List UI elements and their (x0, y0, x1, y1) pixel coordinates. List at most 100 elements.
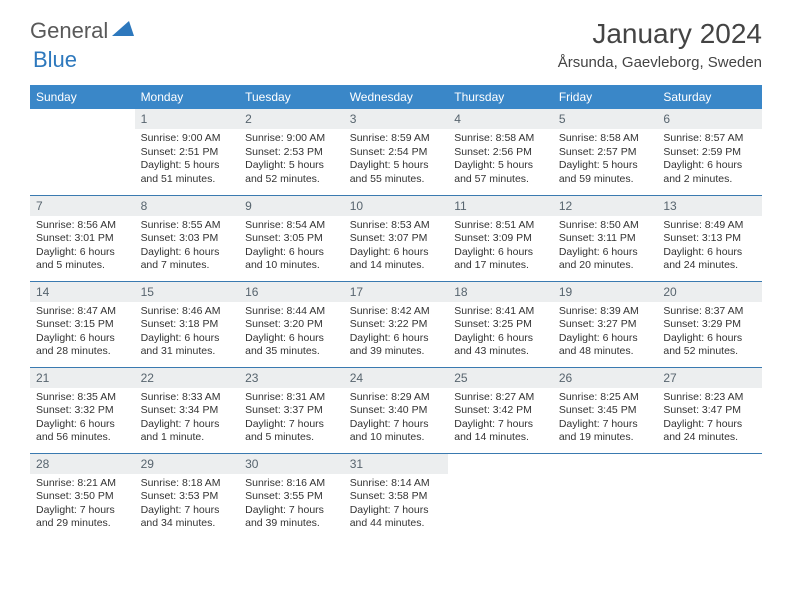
day-content: Sunrise: 8:53 AMSunset: 3:07 PMDaylight:… (344, 216, 449, 278)
daylight-text: Daylight: 6 hours (663, 332, 756, 346)
day-header: Wednesday (344, 85, 449, 109)
calendar-week-row: 21Sunrise: 8:35 AMSunset: 3:32 PMDayligh… (30, 367, 762, 453)
day-content: Sunrise: 8:41 AMSunset: 3:25 PMDaylight:… (448, 302, 553, 364)
sunrise-text: Sunrise: 8:21 AM (36, 477, 129, 491)
sunset-text: Sunset: 3:53 PM (141, 490, 234, 504)
day-number: 6 (657, 109, 762, 129)
calendar-day-cell: 6Sunrise: 8:57 AMSunset: 2:59 PMDaylight… (657, 109, 762, 195)
day-number: 4 (448, 109, 553, 129)
calendar-day-cell (448, 453, 553, 539)
daylight-text: and 10 minutes. (245, 259, 338, 273)
location: Årsunda, Gaevleborg, Sweden (558, 54, 762, 71)
day-content: Sunrise: 8:31 AMSunset: 3:37 PMDaylight:… (239, 388, 344, 450)
calendar-day-cell: 28Sunrise: 8:21 AMSunset: 3:50 PMDayligh… (30, 453, 135, 539)
day-number: 14 (30, 282, 135, 302)
calendar-day-cell (657, 453, 762, 539)
daylight-text: and 17 minutes. (454, 259, 547, 273)
sunset-text: Sunset: 3:22 PM (350, 318, 443, 332)
sunrise-text: Sunrise: 8:56 AM (36, 219, 129, 233)
day-number: 24 (344, 368, 449, 388)
day-number: 12 (553, 196, 658, 216)
sunset-text: Sunset: 2:56 PM (454, 146, 547, 160)
daylight-text: Daylight: 6 hours (663, 159, 756, 173)
day-number: 5 (553, 109, 658, 129)
day-content: Sunrise: 8:39 AMSunset: 3:27 PMDaylight:… (553, 302, 658, 364)
day-content: Sunrise: 8:47 AMSunset: 3:15 PMDaylight:… (30, 302, 135, 364)
daylight-text: and 43 minutes. (454, 345, 547, 359)
day-number: 27 (657, 368, 762, 388)
day-content: Sunrise: 8:58 AMSunset: 2:57 PMDaylight:… (553, 129, 658, 191)
day-number: 19 (553, 282, 658, 302)
day-number: 17 (344, 282, 449, 302)
day-content: Sunrise: 8:21 AMSunset: 3:50 PMDaylight:… (30, 474, 135, 536)
calendar-week-row: 28Sunrise: 8:21 AMSunset: 3:50 PMDayligh… (30, 453, 762, 539)
sunrise-text: Sunrise: 8:54 AM (245, 219, 338, 233)
sunrise-text: Sunrise: 8:42 AM (350, 305, 443, 319)
logo: General (30, 18, 136, 44)
daylight-text: Daylight: 6 hours (559, 332, 652, 346)
calendar-day-cell: 21Sunrise: 8:35 AMSunset: 3:32 PMDayligh… (30, 367, 135, 453)
calendar-day-cell: 2Sunrise: 9:00 AMSunset: 2:53 PMDaylight… (239, 109, 344, 195)
calendar-day-cell: 12Sunrise: 8:50 AMSunset: 3:11 PMDayligh… (553, 195, 658, 281)
calendar-day-cell: 7Sunrise: 8:56 AMSunset: 3:01 PMDaylight… (30, 195, 135, 281)
day-content: Sunrise: 8:55 AMSunset: 3:03 PMDaylight:… (135, 216, 240, 278)
calendar-day-cell: 27Sunrise: 8:23 AMSunset: 3:47 PMDayligh… (657, 367, 762, 453)
calendar-day-cell: 1Sunrise: 9:00 AMSunset: 2:51 PMDaylight… (135, 109, 240, 195)
sunset-text: Sunset: 3:25 PM (454, 318, 547, 332)
day-number: 31 (344, 454, 449, 474)
daylight-text: Daylight: 5 hours (559, 159, 652, 173)
daylight-text: Daylight: 7 hours (245, 418, 338, 432)
daylight-text: and 24 minutes. (663, 431, 756, 445)
sunrise-text: Sunrise: 8:23 AM (663, 391, 756, 405)
sunset-text: Sunset: 3:42 PM (454, 404, 547, 418)
sunrise-text: Sunrise: 8:29 AM (350, 391, 443, 405)
day-number: 30 (239, 454, 344, 474)
day-content: Sunrise: 9:00 AMSunset: 2:51 PMDaylight:… (135, 129, 240, 191)
sunrise-text: Sunrise: 8:31 AM (245, 391, 338, 405)
day-number: 8 (135, 196, 240, 216)
month-title: January 2024 (558, 18, 762, 50)
sunset-text: Sunset: 2:51 PM (141, 146, 234, 160)
daylight-text: Daylight: 6 hours (141, 332, 234, 346)
sunrise-text: Sunrise: 8:25 AM (559, 391, 652, 405)
daylight-text: and 1 minute. (141, 431, 234, 445)
calendar-day-cell: 9Sunrise: 8:54 AMSunset: 3:05 PMDaylight… (239, 195, 344, 281)
sunset-text: Sunset: 3:15 PM (36, 318, 129, 332)
daylight-text: and 7 minutes. (141, 259, 234, 273)
daylight-text: and 14 minutes. (454, 431, 547, 445)
daylight-text: Daylight: 6 hours (36, 332, 129, 346)
day-content: Sunrise: 8:49 AMSunset: 3:13 PMDaylight:… (657, 216, 762, 278)
sunrise-text: Sunrise: 8:47 AM (36, 305, 129, 319)
day-content: Sunrise: 9:00 AMSunset: 2:53 PMDaylight:… (239, 129, 344, 191)
day-content: Sunrise: 8:51 AMSunset: 3:09 PMDaylight:… (448, 216, 553, 278)
sunset-text: Sunset: 3:58 PM (350, 490, 443, 504)
sunrise-text: Sunrise: 9:00 AM (245, 132, 338, 146)
day-content: Sunrise: 8:54 AMSunset: 3:05 PMDaylight:… (239, 216, 344, 278)
day-content: Sunrise: 8:42 AMSunset: 3:22 PMDaylight:… (344, 302, 449, 364)
calendar-day-cell: 29Sunrise: 8:18 AMSunset: 3:53 PMDayligh… (135, 453, 240, 539)
sunset-text: Sunset: 3:20 PM (245, 318, 338, 332)
sunset-text: Sunset: 3:09 PM (454, 232, 547, 246)
calendar-day-cell: 16Sunrise: 8:44 AMSunset: 3:20 PMDayligh… (239, 281, 344, 367)
sunrise-text: Sunrise: 8:18 AM (141, 477, 234, 491)
daylight-text: Daylight: 6 hours (350, 246, 443, 260)
daylight-text: and 19 minutes. (559, 431, 652, 445)
sunrise-text: Sunrise: 8:50 AM (559, 219, 652, 233)
sunset-text: Sunset: 3:32 PM (36, 404, 129, 418)
day-number: 13 (657, 196, 762, 216)
header: General January 2024 Årsunda, Gaevleborg… (0, 0, 792, 77)
logo-subtext: Blue (33, 47, 77, 73)
sunset-text: Sunset: 2:54 PM (350, 146, 443, 160)
sunrise-text: Sunrise: 8:44 AM (245, 305, 338, 319)
day-number: 9 (239, 196, 344, 216)
day-content: Sunrise: 8:23 AMSunset: 3:47 PMDaylight:… (657, 388, 762, 450)
day-number: 16 (239, 282, 344, 302)
daylight-text: Daylight: 7 hours (36, 504, 129, 518)
calendar-table: Sunday Monday Tuesday Wednesday Thursday… (30, 85, 762, 539)
sunrise-text: Sunrise: 8:51 AM (454, 219, 547, 233)
calendar-week-row: 1Sunrise: 9:00 AMSunset: 2:51 PMDaylight… (30, 109, 762, 195)
sunrise-text: Sunrise: 8:27 AM (454, 391, 547, 405)
daylight-text: and 44 minutes. (350, 517, 443, 531)
daylight-text: Daylight: 7 hours (141, 504, 234, 518)
daylight-text: Daylight: 6 hours (559, 246, 652, 260)
